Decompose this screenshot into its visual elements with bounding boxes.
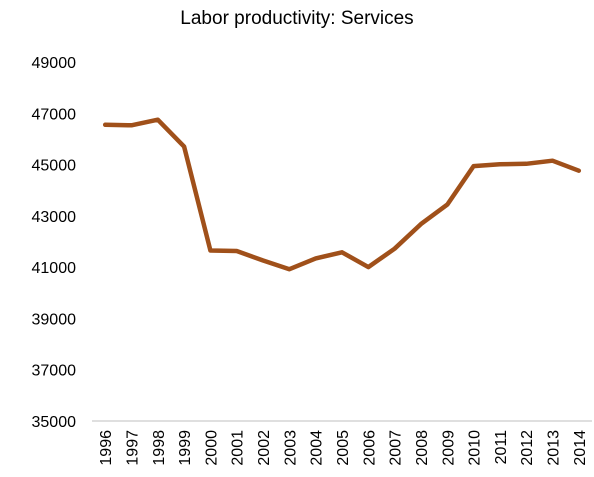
x-tick-label: 2011 xyxy=(493,430,510,465)
x-tick-label: 2003 xyxy=(282,430,299,466)
y-tick-label: 41000 xyxy=(32,260,77,277)
x-tick-label: 2006 xyxy=(361,430,378,466)
x-tick-label: 2010 xyxy=(467,430,484,466)
series-group xyxy=(102,117,582,272)
x-tick-label: 2002 xyxy=(256,430,273,466)
x-tick-label: 2008 xyxy=(414,430,431,466)
y-tick-label: 39000 xyxy=(32,311,77,328)
x-tick-label: 2012 xyxy=(519,430,536,466)
series-line xyxy=(102,117,582,272)
y-tick-label: 43000 xyxy=(32,209,77,226)
x-tick-label: 2014 xyxy=(572,430,589,466)
chart-title: Labor productivity: Services xyxy=(180,8,414,29)
x-tick-label: 2009 xyxy=(440,430,457,466)
y-tick-label: 35000 xyxy=(32,414,77,431)
y-tick-label: 45000 xyxy=(32,158,77,175)
y-tick-label: 47000 xyxy=(32,106,77,123)
x-tick-label: 1996 xyxy=(98,430,115,466)
x-tick-label: 2007 xyxy=(388,430,405,466)
x-tick-label: 2001 xyxy=(230,430,247,466)
x-tick-label: 2005 xyxy=(335,430,352,466)
y-axis-labels: 35000 37000 39000 41000 43000 45000 47000 49000 xyxy=(32,55,77,431)
x-tick-label: 1997 xyxy=(124,430,141,466)
x-tick-label: 2013 xyxy=(546,430,563,466)
y-tick-label: 49000 xyxy=(32,55,77,72)
y-tick-label: 37000 xyxy=(32,363,77,380)
x-tick-label: 1998 xyxy=(151,430,168,466)
x-tick-label: 2004 xyxy=(309,430,326,466)
x-tick-label: 1999 xyxy=(177,430,194,466)
x-tick-label: 2000 xyxy=(203,430,220,466)
x-axis-labels: 1996 1997 1998 1999 2000 2001 2002 2003 2004 2005… xyxy=(98,430,589,466)
